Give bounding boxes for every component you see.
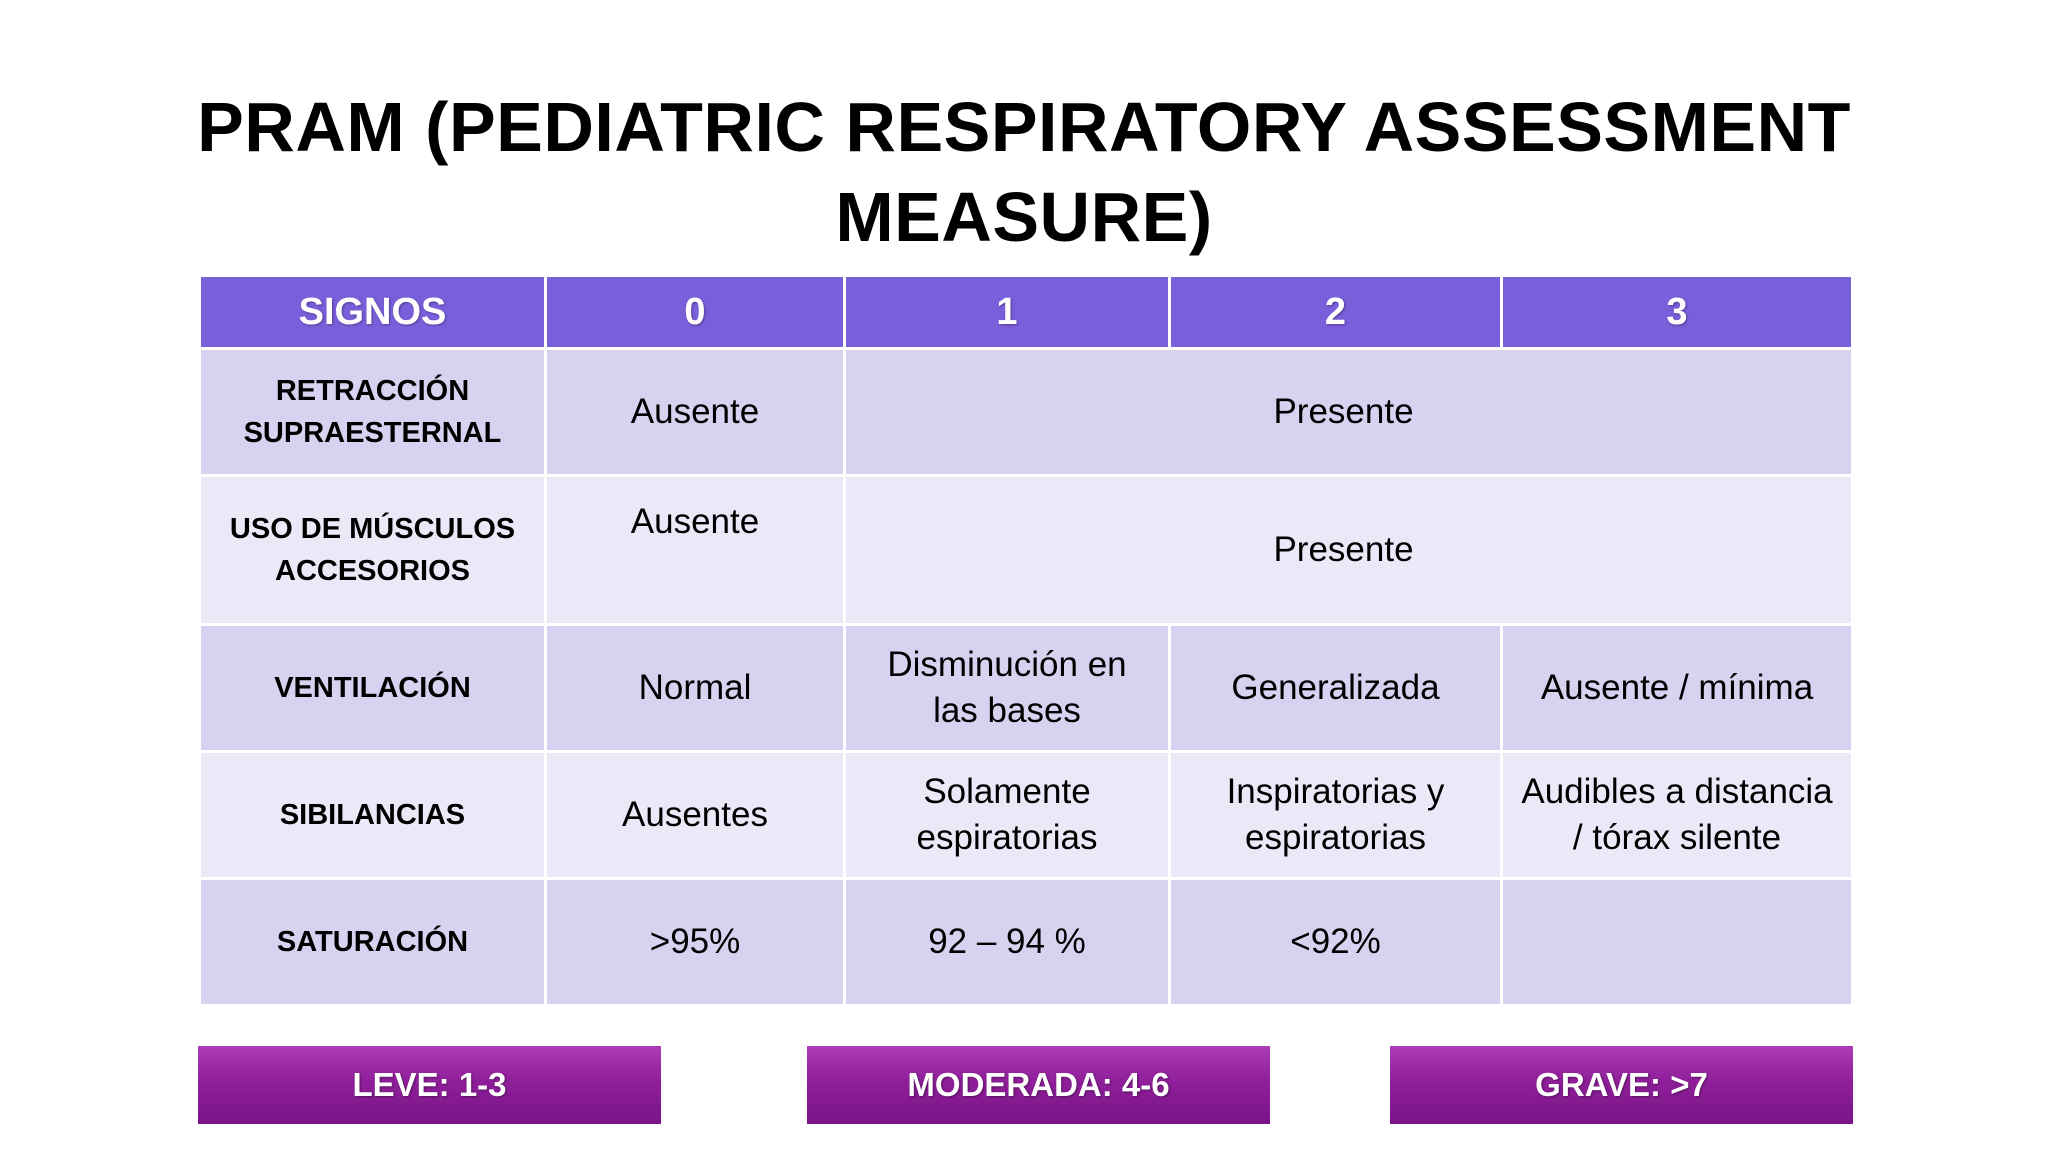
sign-cell: SIBILANCIAS: [198, 750, 547, 880]
table-row-ventilacion: VENTILACIÓN Normal Disminución en las ba…: [198, 623, 1854, 753]
title-line-2: MEASURE): [835, 178, 1213, 256]
score-3-cell: Audibles a distancia / tórax silente: [1500, 750, 1854, 880]
severity-leve-badge: LEVE: 1-3: [198, 1046, 661, 1124]
score-0-cell: Ausente: [544, 474, 846, 626]
score-3-line-1: Audibles a distancia: [1521, 772, 1833, 811]
score-1-line-1: Disminución en: [887, 645, 1127, 684]
header-score-1: 1: [843, 274, 1171, 350]
header-score-3: 3: [1500, 274, 1854, 350]
table-row-retraccion: RETRACCIÓN SUPRAESTERNAL Ausente Present…: [198, 347, 1854, 477]
table-header-row: SIGNOS 0 1 2 3: [198, 274, 1854, 350]
header-score-2: 2: [1168, 274, 1503, 350]
score-3-cell: Ausente / mínima: [1500, 623, 1854, 753]
score-3-cell: [1500, 877, 1854, 1007]
score-3-line-2: / tórax silente: [1572, 818, 1782, 857]
header-score-0: 0: [544, 274, 846, 350]
sign-cell: SATURACIÓN: [198, 877, 547, 1007]
score-2-cell: Inspiratorias y espiratorias: [1168, 750, 1503, 880]
pram-score-table: SIGNOS 0 1 2 3 RETRACCIÓN SUPRAESTERNAL …: [198, 274, 1854, 1007]
sign-line-2: ACCESORIOS: [275, 555, 470, 587]
sign-line-1: USO DE MÚSCULOS: [229, 513, 516, 545]
score-0-cell: Ausente: [544, 347, 846, 477]
severity-moderada-badge: MODERADA: 4-6: [807, 1046, 1270, 1124]
page-title: PRAM (PEDIATRIC RESPIRATORY ASSESSMENT M…: [0, 82, 2048, 262]
score-2-line-2: espiratorias: [1245, 818, 1426, 857]
severity-grave-badge: GRAVE: >7: [1390, 1046, 1853, 1124]
score-1-3-cell: Presente: [843, 474, 1854, 626]
score-1-line-1: Solamente: [923, 772, 1091, 811]
table-row-musculos: USO DE MÚSCULOS ACCESORIOS Ausente Prese…: [198, 474, 1854, 626]
sign-cell: RETRACCIÓN SUPRAESTERNAL: [198, 347, 547, 477]
score-1-3-cell: Presente: [843, 347, 1854, 477]
score-2-line-1: Inspiratorias y: [1226, 772, 1445, 811]
table-row-saturacion: SATURACIÓN >95% 92 – 94 % <92%: [198, 877, 1854, 1007]
score-2-cell: Generalizada: [1168, 623, 1503, 753]
score-0-cell: Normal: [544, 623, 846, 753]
score-0-cell: >95%: [544, 877, 846, 1007]
score-1-cell: 92 – 94 %: [843, 877, 1171, 1007]
sign-line-1: RETRACCIÓN: [275, 375, 470, 407]
title-line-1: PRAM (PEDIATRIC RESPIRATORY ASSESSMENT: [197, 88, 1851, 166]
score-0-cell: Ausentes: [544, 750, 846, 880]
sign-line-2: SUPRAESTERNAL: [243, 417, 502, 449]
score-1-cell: Solamente espiratorias: [843, 750, 1171, 880]
score-1-cell: Disminución en las bases: [843, 623, 1171, 753]
score-2-cell: <92%: [1168, 877, 1503, 1007]
score-1-line-2: espiratorias: [916, 818, 1098, 857]
sign-cell: USO DE MÚSCULOS ACCESORIOS: [198, 474, 547, 626]
table-row-sibilancias: SIBILANCIAS Ausentes Solamente espirator…: [198, 750, 1854, 880]
score-1-line-2: las bases: [933, 691, 1081, 730]
header-signos: SIGNOS: [198, 274, 547, 350]
sign-cell: VENTILACIÓN: [198, 623, 547, 753]
